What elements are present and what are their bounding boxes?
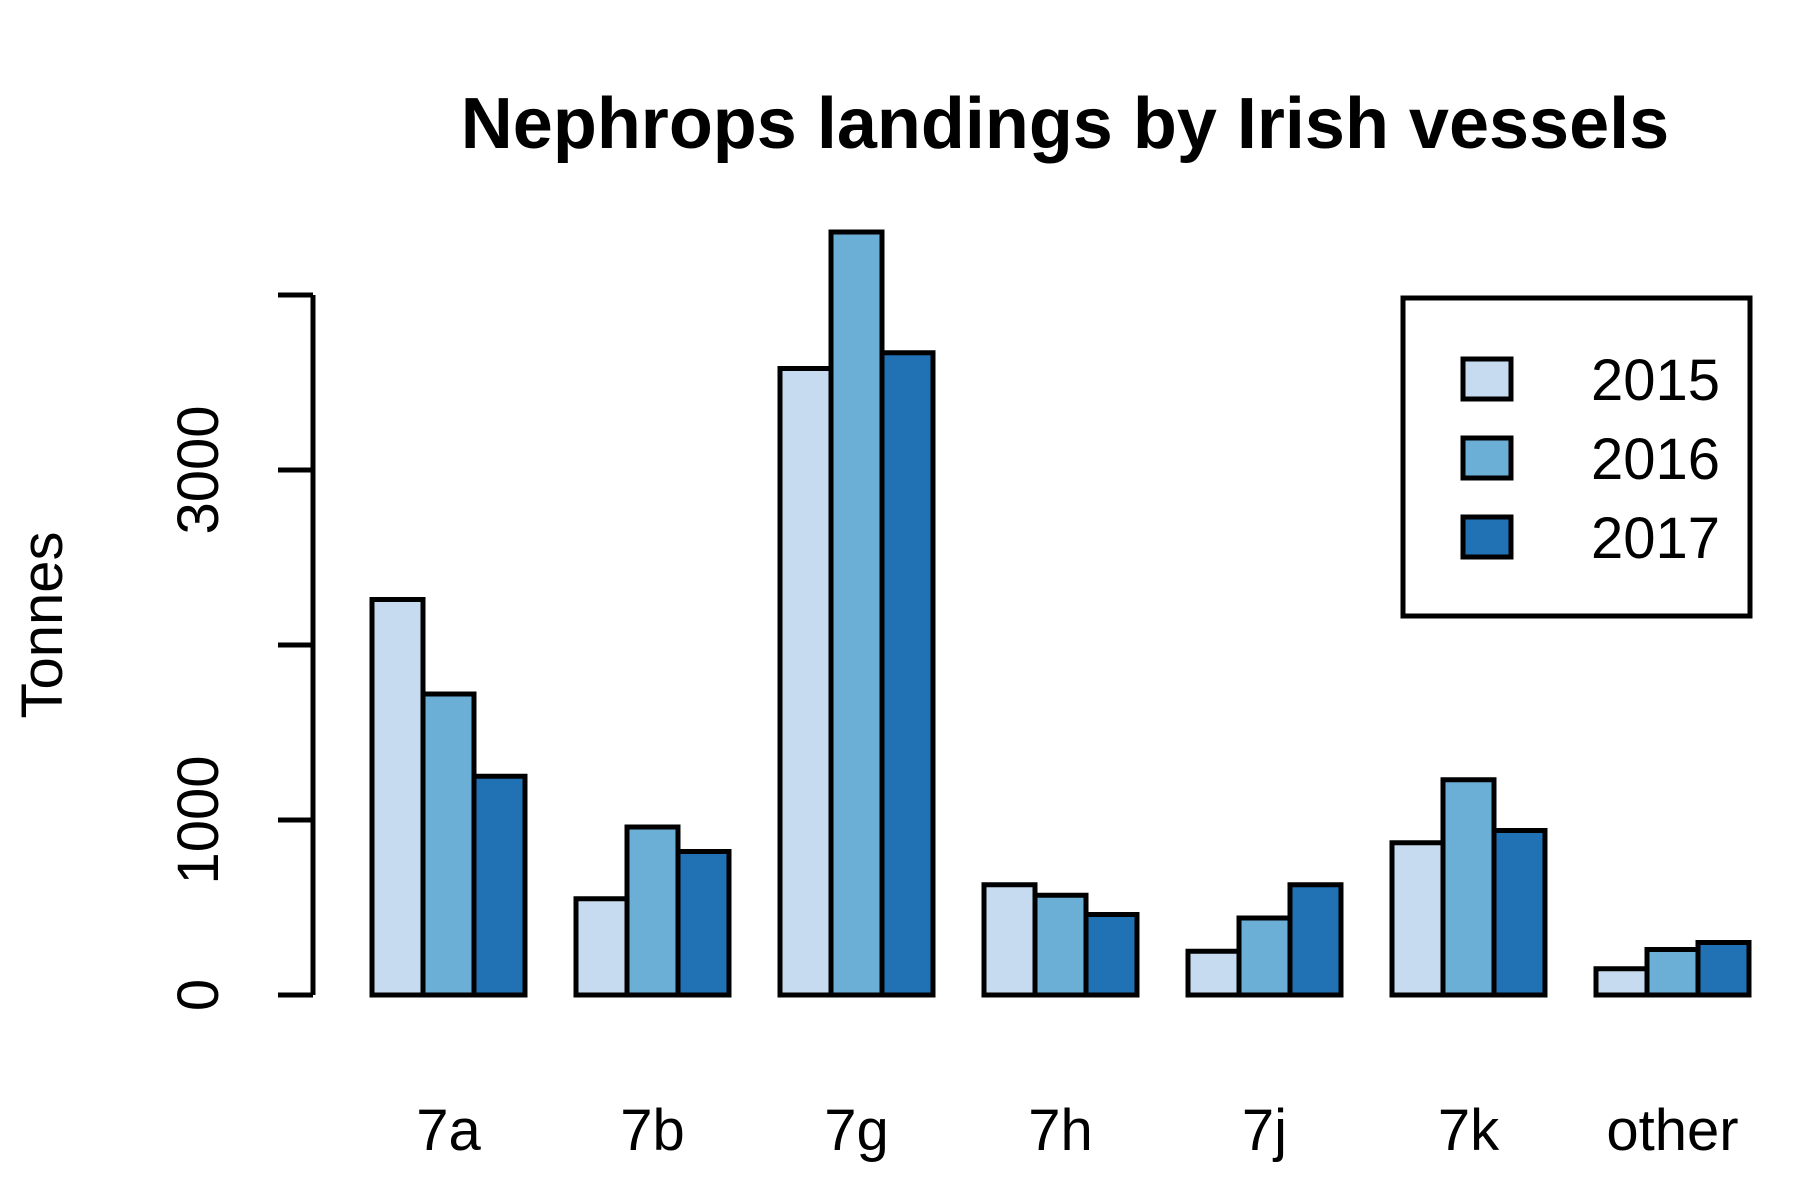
- x-tick-label: 7a: [416, 1098, 481, 1163]
- y-tick-label: 1000: [166, 755, 231, 884]
- bar-7g-2015: [777, 366, 834, 998]
- bar-other-2015: [1593, 966, 1650, 998]
- bars-group: [369, 229, 1752, 998]
- legend-label-2016: 2016: [1591, 427, 1720, 492]
- x-tick-label: 7h: [1028, 1098, 1093, 1163]
- y-tick-label: 0: [166, 979, 231, 1011]
- legend-swatch-2017: [1460, 514, 1514, 560]
- legend-swatch-2015: [1460, 356, 1514, 402]
- bar-7g-2017: [879, 350, 936, 998]
- x-tick-label: 7j: [1242, 1098, 1287, 1163]
- x-tick-label: other: [1606, 1098, 1738, 1163]
- bar-7k-2016: [1440, 777, 1497, 998]
- bar-7g-2016: [828, 229, 885, 998]
- bar-7k-2015: [1389, 840, 1446, 998]
- y-tick-label: 3000: [166, 405, 231, 534]
- bar-7j-2016: [1236, 915, 1293, 998]
- x-tick-label: 7b: [620, 1098, 685, 1163]
- bar-7h-2015: [981, 882, 1038, 998]
- legend-label-2017: 2017: [1591, 506, 1720, 571]
- y-axis-label: Tonnes: [10, 531, 75, 718]
- bar-7a-2016: [420, 691, 477, 998]
- bar-other-2017: [1695, 940, 1752, 998]
- legend-swatch-2016: [1460, 435, 1514, 481]
- chart-title: Nephrops landings by Irish vessels: [461, 84, 1669, 164]
- bar-7b-2017: [675, 849, 732, 998]
- bar-7j-2017: [1287, 882, 1344, 998]
- bar-7b-2016: [624, 824, 681, 998]
- bar-7a-2017: [471, 773, 528, 998]
- y-axis: 0 1000 3000: [166, 292, 316, 1011]
- bar-7h-2016: [1032, 892, 1089, 998]
- x-tick-label: 7k: [1438, 1098, 1500, 1163]
- x-tick-label: 7g: [824, 1098, 889, 1163]
- bar-7k-2017: [1491, 828, 1548, 998]
- bar-7b-2015: [573, 896, 630, 998]
- x-tick-labels: 7a 7b 7g 7h 7j 7k other: [416, 1098, 1738, 1163]
- bar-7j-2015: [1185, 948, 1242, 998]
- bar-7h-2017: [1083, 912, 1140, 998]
- legend-label-2015: 2015: [1591, 348, 1720, 413]
- bar-7a-2015: [369, 597, 426, 998]
- legend: 2015 2016 2017: [1400, 295, 1753, 619]
- bar-other-2016: [1644, 947, 1701, 998]
